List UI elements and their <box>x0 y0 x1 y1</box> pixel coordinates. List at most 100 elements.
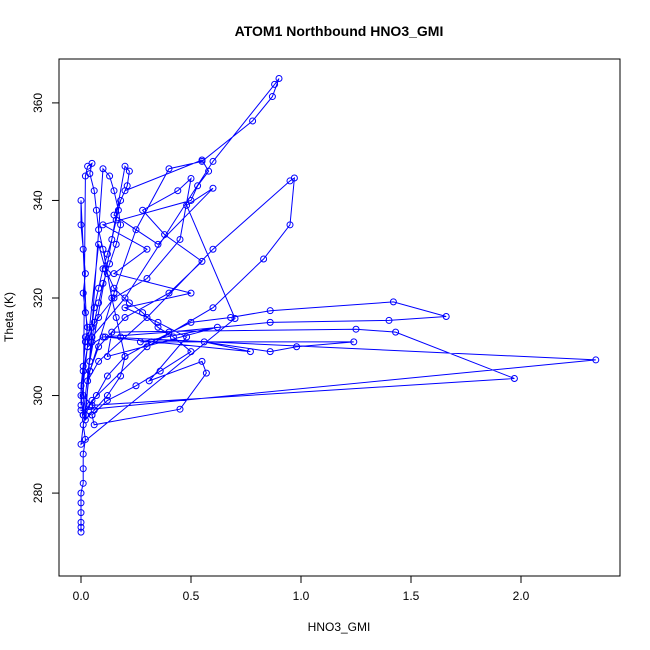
data-point <box>183 333 191 341</box>
data-point <box>92 392 100 400</box>
y-tick-label: 300 <box>31 385 45 405</box>
data-point <box>79 392 87 400</box>
data-point <box>187 196 195 204</box>
data-point <box>161 231 169 239</box>
data-point <box>147 338 155 346</box>
data-point <box>194 182 202 190</box>
data-point <box>99 265 107 273</box>
data-point <box>117 221 125 229</box>
data-point <box>108 294 116 302</box>
data-point <box>187 289 195 297</box>
data-point <box>77 221 85 229</box>
data-point <box>209 304 217 312</box>
data-point <box>81 416 89 424</box>
data-point <box>88 333 96 341</box>
data-point <box>260 255 268 263</box>
data-point <box>187 318 195 326</box>
data-point <box>90 304 98 312</box>
data-point <box>79 450 87 458</box>
data-point <box>77 196 85 204</box>
data-point <box>286 221 294 229</box>
x-axis-label: HNO3_GMI <box>308 620 371 634</box>
data-point <box>266 348 274 356</box>
data-point <box>121 294 129 302</box>
data-point <box>103 392 111 400</box>
data-point <box>174 187 182 195</box>
data-point <box>213 323 221 331</box>
data-point <box>77 392 85 400</box>
data-point <box>88 323 96 331</box>
data-point <box>165 328 173 336</box>
data-point <box>95 284 103 292</box>
data-point <box>95 226 103 234</box>
data-point <box>154 240 162 248</box>
data-point <box>106 172 114 180</box>
data-point <box>108 328 116 336</box>
data-point <box>99 333 107 341</box>
data-point <box>95 314 103 321</box>
data-point <box>95 357 103 365</box>
data-point <box>114 206 122 214</box>
x-tick-label: 1.0 <box>293 589 310 603</box>
data-point <box>249 117 257 125</box>
data-point <box>88 396 96 404</box>
data-point <box>352 325 360 333</box>
data-point <box>246 348 254 356</box>
y-tick-label: 280 <box>31 483 45 503</box>
data-point <box>95 240 103 248</box>
data-point <box>108 235 116 243</box>
data-point <box>77 499 85 507</box>
data-point <box>510 374 518 382</box>
data-point <box>442 313 450 321</box>
data-point <box>99 245 107 253</box>
data-point <box>165 289 173 297</box>
data-point <box>121 353 129 361</box>
x-tick-label: 0.5 <box>183 589 200 603</box>
chart-title: ATOM1 Northbound HNO3_GMI <box>235 23 444 39</box>
data-point <box>231 314 239 322</box>
data-point <box>121 304 129 312</box>
data-point <box>592 356 600 364</box>
data-point <box>110 270 118 278</box>
y-tick-label: 360 <box>31 93 45 113</box>
data-point <box>99 165 107 173</box>
y-tick-label: 340 <box>31 190 45 210</box>
data-point <box>209 157 217 165</box>
data-point <box>154 318 162 326</box>
data-point <box>143 245 151 253</box>
data-point <box>77 382 85 390</box>
data-point <box>103 372 111 380</box>
data-point <box>103 250 111 258</box>
data-point <box>198 257 206 265</box>
data-point <box>266 307 274 315</box>
data-point <box>95 299 103 307</box>
data-point <box>143 274 151 282</box>
data-point <box>81 309 89 317</box>
data-point <box>183 201 191 209</box>
data-point <box>112 216 120 224</box>
data-point <box>200 338 208 346</box>
data-point <box>205 167 213 175</box>
data-point <box>176 235 184 243</box>
data-point <box>110 187 118 195</box>
data-point <box>106 260 114 268</box>
data-point <box>77 518 85 526</box>
data-point <box>227 314 235 321</box>
data-point <box>95 343 103 351</box>
data-point <box>117 333 125 341</box>
data-point <box>101 265 109 273</box>
data-series <box>77 75 600 536</box>
data-point <box>81 435 89 443</box>
data-point <box>136 338 144 346</box>
data-point <box>117 372 125 380</box>
data-point <box>103 353 111 361</box>
data-point <box>103 396 111 404</box>
x-tick-label: 1.5 <box>403 589 420 603</box>
data-point <box>123 182 131 190</box>
data-point <box>81 333 89 341</box>
data-point <box>79 465 87 473</box>
data-point <box>86 357 94 365</box>
data-point <box>143 343 151 351</box>
data-point <box>84 323 92 331</box>
